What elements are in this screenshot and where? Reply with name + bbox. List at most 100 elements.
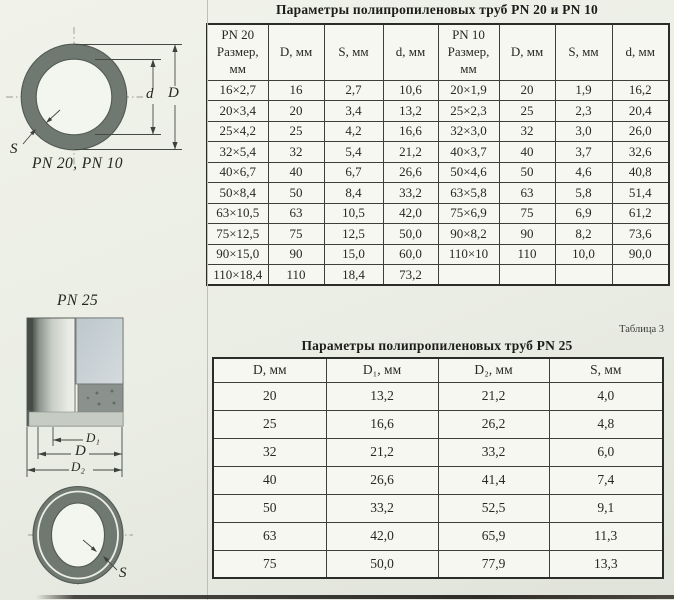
table-cell: 4,6	[554, 161, 613, 183]
table-cell: 42,0	[325, 521, 439, 551]
table-cell: 50	[267, 182, 325, 204]
wall-thickness-label: S	[119, 565, 127, 581]
pn20-pn10-caption: PN 20, PN 10	[32, 155, 123, 172]
table-cell: 63×10,5	[206, 202, 269, 224]
table-cell: 50,0	[325, 549, 439, 579]
table-cell: 25×4,2	[206, 120, 269, 142]
table-cell: 15,0	[323, 243, 384, 265]
column-header: S, мм	[548, 357, 664, 383]
table-row: 63×10,5 63 10,5 42,0 75×6,9 75 6,9 61,2	[206, 202, 670, 224]
table-cell: 90	[498, 223, 556, 245]
table-cell: 2,7	[323, 79, 384, 101]
table-cell: 32	[498, 120, 556, 142]
table-cell: 33,2	[382, 182, 439, 204]
pipe-bore	[51, 503, 105, 567]
table-cell: 4,2	[323, 120, 384, 142]
table-cell: 6,9	[554, 202, 613, 224]
table-row: 25×4,2 25 4,2 16,6 32×3,0 32 3,0 26,0	[206, 120, 670, 142]
table-cell: 13,2	[325, 381, 439, 411]
composite-layer-line	[37, 490, 119, 580]
column-header: S, мм	[554, 23, 613, 81]
diagrams-canvas	[6, 27, 182, 585]
column-header: D₂, мм	[437, 357, 550, 383]
header-row: PN 20 Размер, мм D, мм S, мм d, мм PN 10…	[206, 23, 670, 81]
table-cell: 40×3,7	[437, 141, 500, 163]
table-number-caption: Таблица 3	[619, 324, 664, 335]
column-header: PN 20 Размер, мм	[206, 23, 269, 81]
table-cell: 75	[498, 202, 556, 224]
column-header: S, мм	[323, 23, 384, 81]
table-cell: 77,9	[437, 549, 550, 579]
header-row: D, мм D₁, мм D₂, мм S, мм	[212, 357, 664, 383]
table-cell: 5,8	[554, 182, 613, 204]
table-cell: 33,2	[325, 493, 439, 523]
table-row: 50×8,4 50 8,4 33,2 63×5,8 63 5,8 51,4	[206, 182, 670, 204]
table-cell: 32	[267, 141, 325, 163]
column-header: PN 10 Размер, мм	[437, 23, 500, 81]
table-cell: 25	[212, 409, 327, 439]
table-cell: 40×6,7	[206, 161, 269, 183]
table-cell: 61,2	[611, 202, 670, 224]
inner-diameter-label: d	[146, 86, 154, 102]
column-header: D, мм	[212, 357, 327, 383]
table-cell: 40	[267, 161, 325, 183]
table-cell: 3,0	[554, 120, 613, 142]
table-cell: 110	[267, 264, 325, 286]
table-cell: 21,2	[437, 381, 550, 411]
table-row: 20×3,4 20 3,4 13,2 25×2,3 25 2,3 20,4	[206, 100, 670, 122]
table-cell: 12,5	[323, 223, 384, 245]
table-row: 32 21,2 33,2 6,0	[212, 437, 664, 467]
table-cell: 90×15,0	[206, 243, 269, 265]
d-dimension-label: D	[75, 443, 86, 459]
table-cell: 9,1	[548, 493, 664, 523]
table-cell: 110×18,4	[206, 264, 269, 286]
pn20-ring-diagram	[6, 27, 182, 167]
table-cell: 42,0	[382, 202, 439, 224]
table-cell: 21,2	[325, 437, 439, 467]
table-cell: 41,4	[437, 465, 550, 495]
table-cell: 90,0	[611, 243, 670, 265]
pn25-pipe-photo	[26, 317, 124, 477]
table-cell: 26,0	[611, 120, 670, 142]
table-cell: 20×1,9	[437, 79, 500, 101]
table-cell: 90	[267, 243, 325, 265]
pn25-ring-diagram	[28, 485, 133, 585]
table-cell: 63	[212, 521, 327, 551]
table-cell: 75	[267, 223, 325, 245]
table-cell: 40	[498, 141, 556, 163]
table-cell: 26,2	[437, 409, 550, 439]
table-cell: 20,4	[611, 100, 670, 122]
d1-dimension-label: D₁	[86, 430, 100, 445]
wall-thickness-label: S	[10, 141, 18, 157]
table-cell	[554, 264, 613, 286]
table-cell: 10,6	[382, 79, 439, 101]
pn25-caption: PN 25	[57, 292, 99, 309]
table-cell	[498, 264, 556, 286]
table-cell: 13,2	[382, 100, 439, 122]
table-cell: 63	[498, 182, 556, 204]
table-cell: 10,0	[554, 243, 613, 265]
table-cell: 20	[498, 79, 556, 101]
table-cell: 25	[498, 100, 556, 122]
pn25-parameters-table: D, мм D₁, мм D₂, мм S, мм 20 13,2 21,2 4,0 2…	[212, 357, 664, 579]
table-cell: 8,4	[323, 182, 384, 204]
table-cell: 16	[267, 79, 325, 101]
table2-title: Параметры полипропиленовых труб PN 25	[301, 338, 573, 353]
table-cell: 20×3,4	[206, 100, 269, 122]
table-cell: 4,0	[548, 381, 664, 411]
table-cell: 16,2	[611, 79, 670, 101]
table-cell: 63	[267, 202, 325, 224]
table-cell: 16,6	[325, 409, 439, 439]
table-cell: 63×5,8	[437, 182, 500, 204]
table-row: 16×2,7 16 2,7 10,6 20×1,9 20 1,9 16,2	[206, 79, 670, 101]
table-cell: 52,5	[437, 493, 550, 523]
table-cell: 40	[212, 465, 327, 495]
column-header: d, мм	[611, 23, 670, 81]
table-cell: 60,0	[382, 243, 439, 265]
table-cell: 32	[212, 437, 327, 467]
table-cell: 65,9	[437, 521, 550, 551]
table-cell: 20	[212, 381, 327, 411]
scan-fold-line	[207, 0, 208, 600]
table-cell: 2,3	[554, 100, 613, 122]
